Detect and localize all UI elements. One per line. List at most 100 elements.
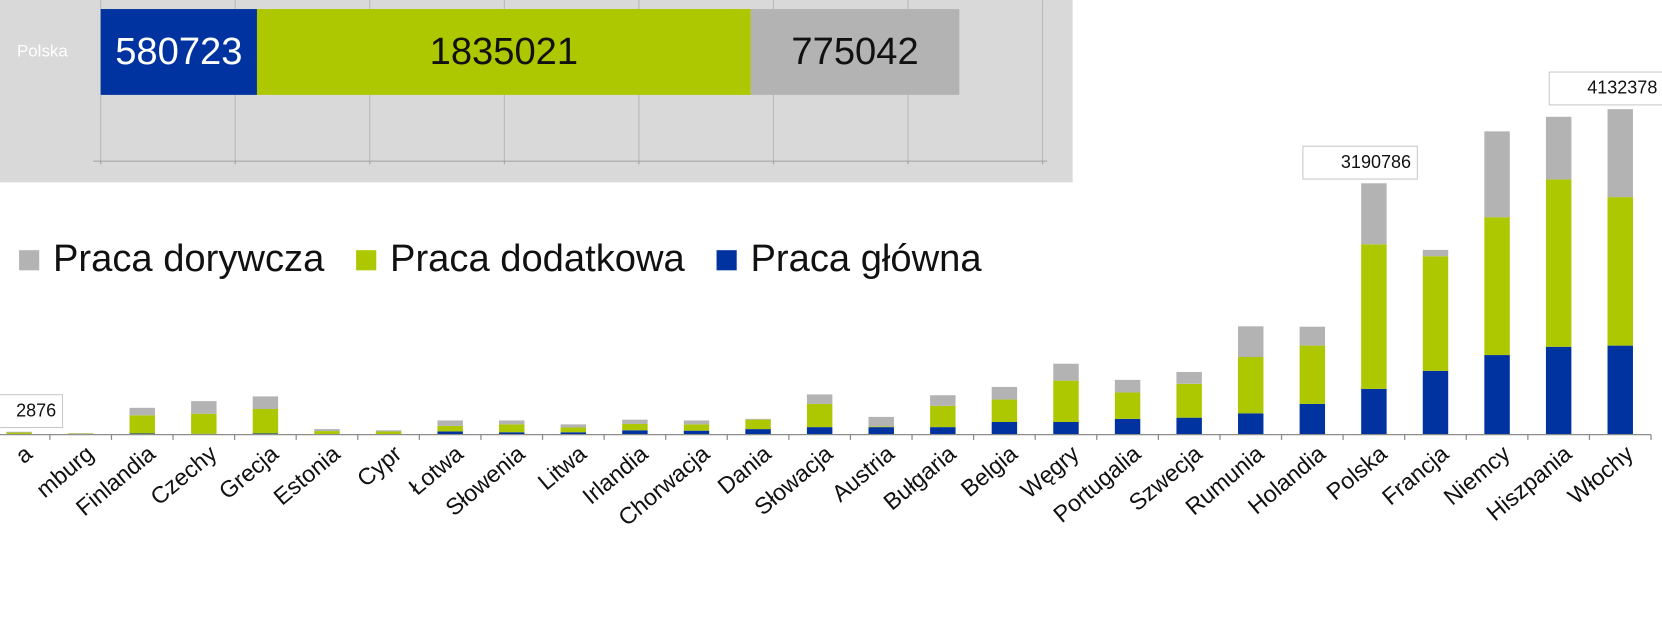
bar-segment [1238,413,1264,435]
total-label: 2876 [16,400,56,420]
bar-segment [1607,345,1633,435]
bar-segment [499,432,525,435]
bar-segment [930,427,956,435]
x-tick-label: Włochy [1563,440,1638,509]
legend-label: Praca główna [750,237,982,280]
bar-segment [499,424,525,433]
bar-segment [1053,363,1079,381]
x-tick-label: Estonia [269,440,345,510]
bar-segment [1176,371,1202,384]
bar-segment [991,422,1018,435]
bar-segment [1422,249,1449,257]
bar-segment [314,431,340,435]
bar-segment [437,425,463,432]
bar-segment [1053,380,1079,423]
category-label: Polska [17,41,68,60]
bar-segment [1176,383,1202,418]
bar-segment [375,430,402,432]
bar-segment [252,396,279,410]
bar-segment [1484,355,1510,435]
bar-segment [1114,379,1141,393]
bar-segment [1422,370,1449,435]
bar-segment [560,427,587,433]
value-label: 1835021 [430,30,578,73]
bar-segment [745,418,771,420]
legend-label: Praca dorywcza [53,237,325,280]
bar-segment [806,394,833,404]
bar-segment [868,426,894,428]
bar-segment [622,419,648,424]
bar-segment [560,432,587,435]
bar-segment [868,427,894,435]
legend-swatch [716,250,737,271]
total-label-box [1302,145,1418,180]
x-tick-label: Czechy [145,440,221,510]
bar-segment [129,407,155,416]
x-tick-label: Belgia [956,440,1022,502]
bar-segment [1299,403,1326,435]
bar-segment [622,423,648,431]
total-label: 3190786 [1341,152,1411,172]
bar-segment [991,386,1018,400]
bar-segment [375,431,402,435]
bar-segment [1361,183,1387,245]
bar-segment [745,419,771,430]
bar-segment [745,429,771,435]
bar-segment [1545,179,1572,347]
bar-segment [6,431,32,433]
bar-segment [1607,197,1633,346]
bar-segment [1053,422,1079,435]
bar-segment [622,430,648,435]
bar-segment [750,9,960,95]
bar-segment [1545,116,1572,180]
bar-segment [129,415,155,434]
bar-segment [1361,388,1387,435]
bar-segment [806,427,833,435]
bar-segment [683,430,710,435]
x-tick-label: a [10,440,37,468]
bar-segment [1238,326,1264,358]
x-tick-label: Cypr [352,440,407,492]
bar-segment [991,399,1018,423]
bar-segment [1176,417,1202,435]
bar-segment [683,420,710,425]
bar-segment [1299,345,1326,404]
bar-segment [868,416,894,427]
bar-segment [314,429,340,432]
total-label-box [1548,71,1662,106]
bar-segment [560,424,587,428]
bar-segment [191,401,217,414]
bar-segment [252,409,279,434]
bar-segment [806,403,833,428]
bar-segment [437,420,463,426]
bar-segment [683,424,710,431]
bar-segment [499,420,525,425]
legend-swatch [356,250,377,271]
bar-segment [191,413,217,434]
value-label: 775042 [791,30,918,73]
bar-segment [6,432,32,435]
bar-segment [1114,392,1141,419]
bar-segment [1484,217,1510,356]
bar-segment [1361,244,1387,389]
legend-label: Praca dodatkowa [390,237,686,280]
bar-segment [100,9,257,95]
bar-segment [930,395,956,406]
bar-segment [1238,357,1264,414]
bar-segment [437,431,463,435]
bar-segment [930,405,956,428]
bar-segment [1607,109,1633,198]
bar-segment [256,9,751,95]
bar-segment [1114,418,1141,435]
bar-segment [1545,346,1572,435]
value-label: 580723 [115,30,242,73]
legend-swatch [19,250,40,271]
bar-segment [1299,326,1326,346]
bar-segment [1422,256,1449,371]
total-label: 4132378 [1587,78,1657,98]
x-tick-label: Francja [1377,440,1453,510]
total-label-box [0,394,64,429]
bar-segment [1484,131,1510,218]
